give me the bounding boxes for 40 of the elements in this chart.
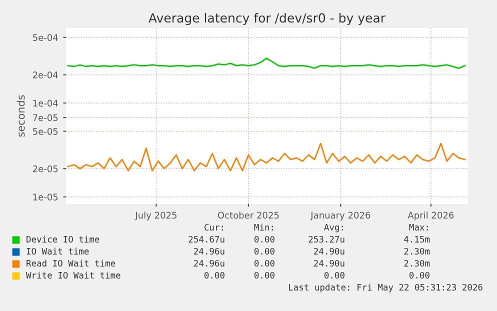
y-tick-label: 2e-05 (32, 165, 58, 172)
text: 4.15m (404, 236, 430, 243)
text: 2.30m (404, 260, 430, 267)
x-tick-label: April 2026 (408, 212, 454, 220)
y-tick-label: 1e-05 (33, 194, 58, 200)
y-tick-label: 5e-04 (33, 34, 58, 41)
text: Max: (409, 224, 428, 231)
legend-label: Read IO Wait time (26, 260, 116, 267)
text: 0.00 (204, 272, 224, 279)
y-tick-label: 2e-04 (32, 72, 58, 78)
text: 0.00 (254, 260, 274, 267)
line-series (67, 142, 466, 172)
x-tick-label: January 2026 (310, 212, 370, 220)
text: 254.67u (188, 236, 224, 243)
text: 24.96u (194, 260, 224, 267)
text: 253.27u (308, 236, 344, 243)
y-tick-label: 7e-05 (33, 114, 58, 122)
text: Cur: (204, 224, 223, 231)
text: Min: (254, 224, 273, 230)
chart-title: Average latency for /dev/sr0 - by year (148, 12, 386, 26)
text: 0.00 (254, 272, 274, 279)
legend-label: Device IO time (26, 236, 100, 243)
text: Avg: (324, 224, 343, 232)
y-axis-title: seconds (16, 95, 25, 137)
text: 24.96u (194, 248, 224, 255)
legend-label: IO Wait time (26, 248, 89, 255)
text: 0.00 (254, 236, 274, 243)
x-tick-label: October 2025 (218, 212, 279, 219)
text: 2.30m (404, 248, 430, 255)
text: 0.00 (254, 248, 274, 255)
legend-label: Write IO Wait time (26, 272, 120, 279)
x-tick-label: July 2025 (134, 212, 176, 220)
y-tick-label: 5e-05 (33, 128, 58, 135)
text: Last update: Fri May 22 05:31:23 2026 (289, 284, 482, 292)
text: 24.90u (314, 260, 344, 267)
text: 0.00 (410, 272, 430, 279)
y-tick-label: 1e-04 (33, 100, 58, 107)
text: 0.00 (324, 272, 344, 279)
text: 24.90u (314, 248, 344, 255)
line-series (67, 58, 466, 69)
